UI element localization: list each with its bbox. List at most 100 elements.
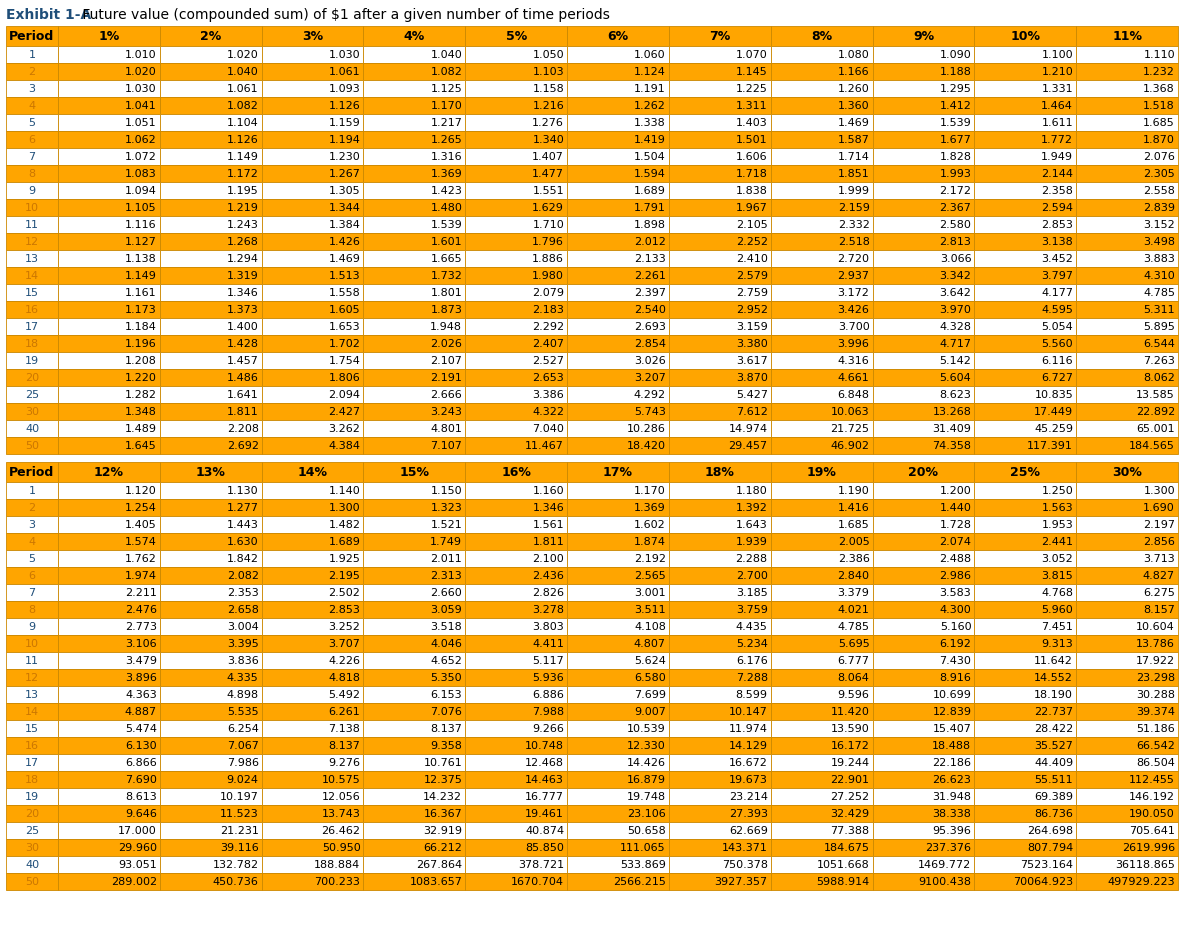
Bar (160, 284, 262, 301)
Text: 2.026: 2.026 (431, 339, 462, 349)
Bar (160, 788, 262, 805)
Bar (262, 369, 363, 386)
Text: 2.305: 2.305 (1144, 169, 1175, 178)
Text: 16: 16 (25, 740, 39, 750)
Bar (363, 788, 465, 805)
Text: 6.777: 6.777 (837, 656, 869, 665)
Text: 2.195: 2.195 (329, 570, 360, 581)
Bar (6, 822, 58, 839)
Text: 497929.223: 497929.223 (1107, 876, 1175, 886)
Text: 1.440: 1.440 (939, 503, 971, 512)
Bar (363, 46, 465, 63)
Bar (262, 771, 363, 788)
Bar (262, 873, 363, 890)
Text: 16: 16 (25, 305, 39, 314)
Text: 5.695: 5.695 (838, 639, 869, 648)
Bar (58, 567, 160, 584)
Bar (974, 788, 1076, 805)
Text: 7523.164: 7523.164 (1021, 859, 1073, 870)
Bar (771, 301, 873, 318)
Text: 17: 17 (25, 758, 39, 767)
Text: 1.611: 1.611 (1042, 117, 1073, 128)
Bar (567, 352, 669, 369)
Text: 10.699: 10.699 (933, 689, 971, 700)
Bar (873, 550, 974, 567)
Bar (771, 284, 873, 301)
Bar (465, 386, 567, 403)
Text: 184.675: 184.675 (824, 842, 869, 853)
Bar (58, 369, 160, 386)
Text: 16.777: 16.777 (525, 792, 564, 801)
Bar (1076, 652, 1178, 669)
Bar (873, 686, 974, 703)
Bar (771, 462, 873, 482)
Bar (160, 720, 262, 737)
Text: 14: 14 (25, 706, 39, 717)
Bar (262, 720, 363, 737)
Text: 36118.865: 36118.865 (1115, 859, 1175, 870)
Bar (1076, 420, 1178, 437)
Bar (771, 233, 873, 250)
Text: 4.046: 4.046 (431, 639, 462, 648)
Bar (669, 533, 771, 550)
Bar (873, 584, 974, 601)
Bar (669, 250, 771, 267)
Bar (873, 284, 974, 301)
Bar (160, 301, 262, 318)
Bar (160, 63, 262, 80)
Text: 1.262: 1.262 (635, 100, 665, 111)
Text: 2.952: 2.952 (735, 305, 767, 314)
Text: 1.050: 1.050 (533, 50, 564, 59)
Text: 17.000: 17.000 (118, 825, 156, 836)
Bar (873, 301, 974, 318)
Bar (6, 267, 58, 284)
Text: 3.159: 3.159 (736, 322, 767, 331)
Bar (58, 335, 160, 352)
Text: 1.346: 1.346 (533, 503, 564, 512)
Text: 46.902: 46.902 (830, 441, 869, 450)
Bar (771, 26, 873, 46)
Bar (363, 499, 465, 516)
Bar (1076, 369, 1178, 386)
Text: 1.104: 1.104 (227, 117, 258, 128)
Bar (1076, 437, 1178, 454)
Text: 3.896: 3.896 (126, 673, 156, 683)
Text: 6: 6 (28, 134, 36, 144)
Bar (160, 369, 262, 386)
Text: 4.300: 4.300 (940, 604, 971, 614)
Text: 1.629: 1.629 (533, 203, 564, 213)
Bar (567, 284, 669, 301)
Bar (6, 550, 58, 567)
Text: 2.527: 2.527 (532, 356, 564, 366)
Text: 7.690: 7.690 (126, 775, 156, 784)
Text: 4.411: 4.411 (533, 639, 564, 648)
Bar (58, 352, 160, 369)
Bar (465, 199, 567, 216)
Bar (465, 301, 567, 318)
Text: 3.138: 3.138 (1042, 236, 1073, 247)
Bar (58, 516, 160, 533)
Bar (873, 420, 974, 437)
Bar (669, 199, 771, 216)
Text: 3.172: 3.172 (837, 288, 869, 297)
Bar (363, 233, 465, 250)
Bar (6, 148, 58, 165)
Text: 3.026: 3.026 (635, 356, 665, 366)
Bar (160, 437, 262, 454)
Text: 4.595: 4.595 (1041, 305, 1073, 314)
Bar (771, 131, 873, 148)
Text: 2.410: 2.410 (735, 253, 767, 264)
Bar (567, 584, 669, 601)
Bar (160, 550, 262, 567)
Text: 6.886: 6.886 (533, 689, 564, 700)
Bar (669, 46, 771, 63)
Bar (262, 165, 363, 182)
Bar (771, 737, 873, 754)
Text: 1.191: 1.191 (635, 83, 665, 94)
Bar (873, 856, 974, 873)
Bar (974, 652, 1076, 669)
Bar (160, 267, 262, 284)
Bar (669, 114, 771, 131)
Text: 4.818: 4.818 (328, 673, 360, 683)
Text: 3.883: 3.883 (1143, 253, 1175, 264)
